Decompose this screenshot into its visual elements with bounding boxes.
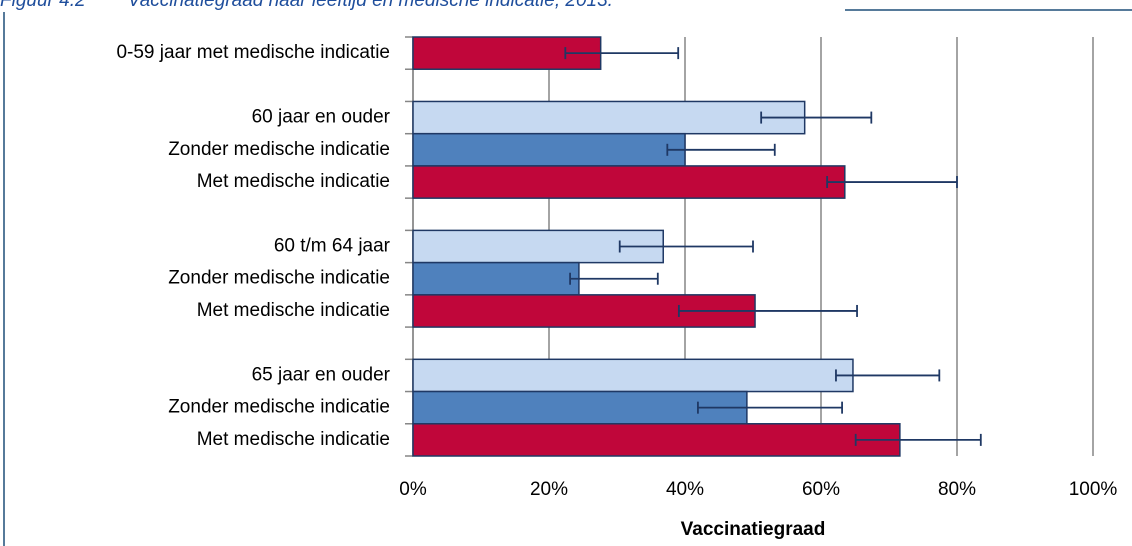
bar xyxy=(412,261,580,296)
x-tick-label: 20% xyxy=(530,479,568,500)
y-tick-label: Zonder medische indicatie xyxy=(168,268,390,289)
x-tick-label: 60% xyxy=(802,479,840,500)
x-tick-label: 80% xyxy=(938,479,976,500)
x-tick-label: 100% xyxy=(1069,479,1118,500)
y-tick-label: Met medische indicatie xyxy=(197,429,390,450)
y-tick-label: Met medische indicatie xyxy=(197,171,390,192)
bar xyxy=(412,423,901,457)
x-tick-label: 40% xyxy=(666,479,704,500)
bar xyxy=(412,358,854,393)
y-tick-label: 65 jaar en ouder xyxy=(252,364,391,385)
x-tick-label: 0% xyxy=(399,479,427,500)
title-backdrop xyxy=(0,0,845,12)
chart-title: Figuur 4.2 Vaccinatiegraad naar leeftijd… xyxy=(0,0,613,11)
y-tick-label: Zonder medische indicatie xyxy=(168,139,390,160)
bar xyxy=(412,165,846,199)
bar xyxy=(412,390,748,425)
y-tick-label: Zonder medische indicatie xyxy=(168,397,390,418)
bar xyxy=(412,132,686,167)
y-tick-label: 60 t/m 64 jaar xyxy=(274,236,391,257)
y-tick-label: Met medische indicatie xyxy=(197,300,390,321)
bar xyxy=(412,100,806,135)
x-axis-title: Vaccinatiegraad xyxy=(681,519,826,540)
y-tick-label: 0-59 jaar met medische indicatie xyxy=(116,42,390,63)
y-tick-label: 60 jaar en ouder xyxy=(252,107,391,128)
